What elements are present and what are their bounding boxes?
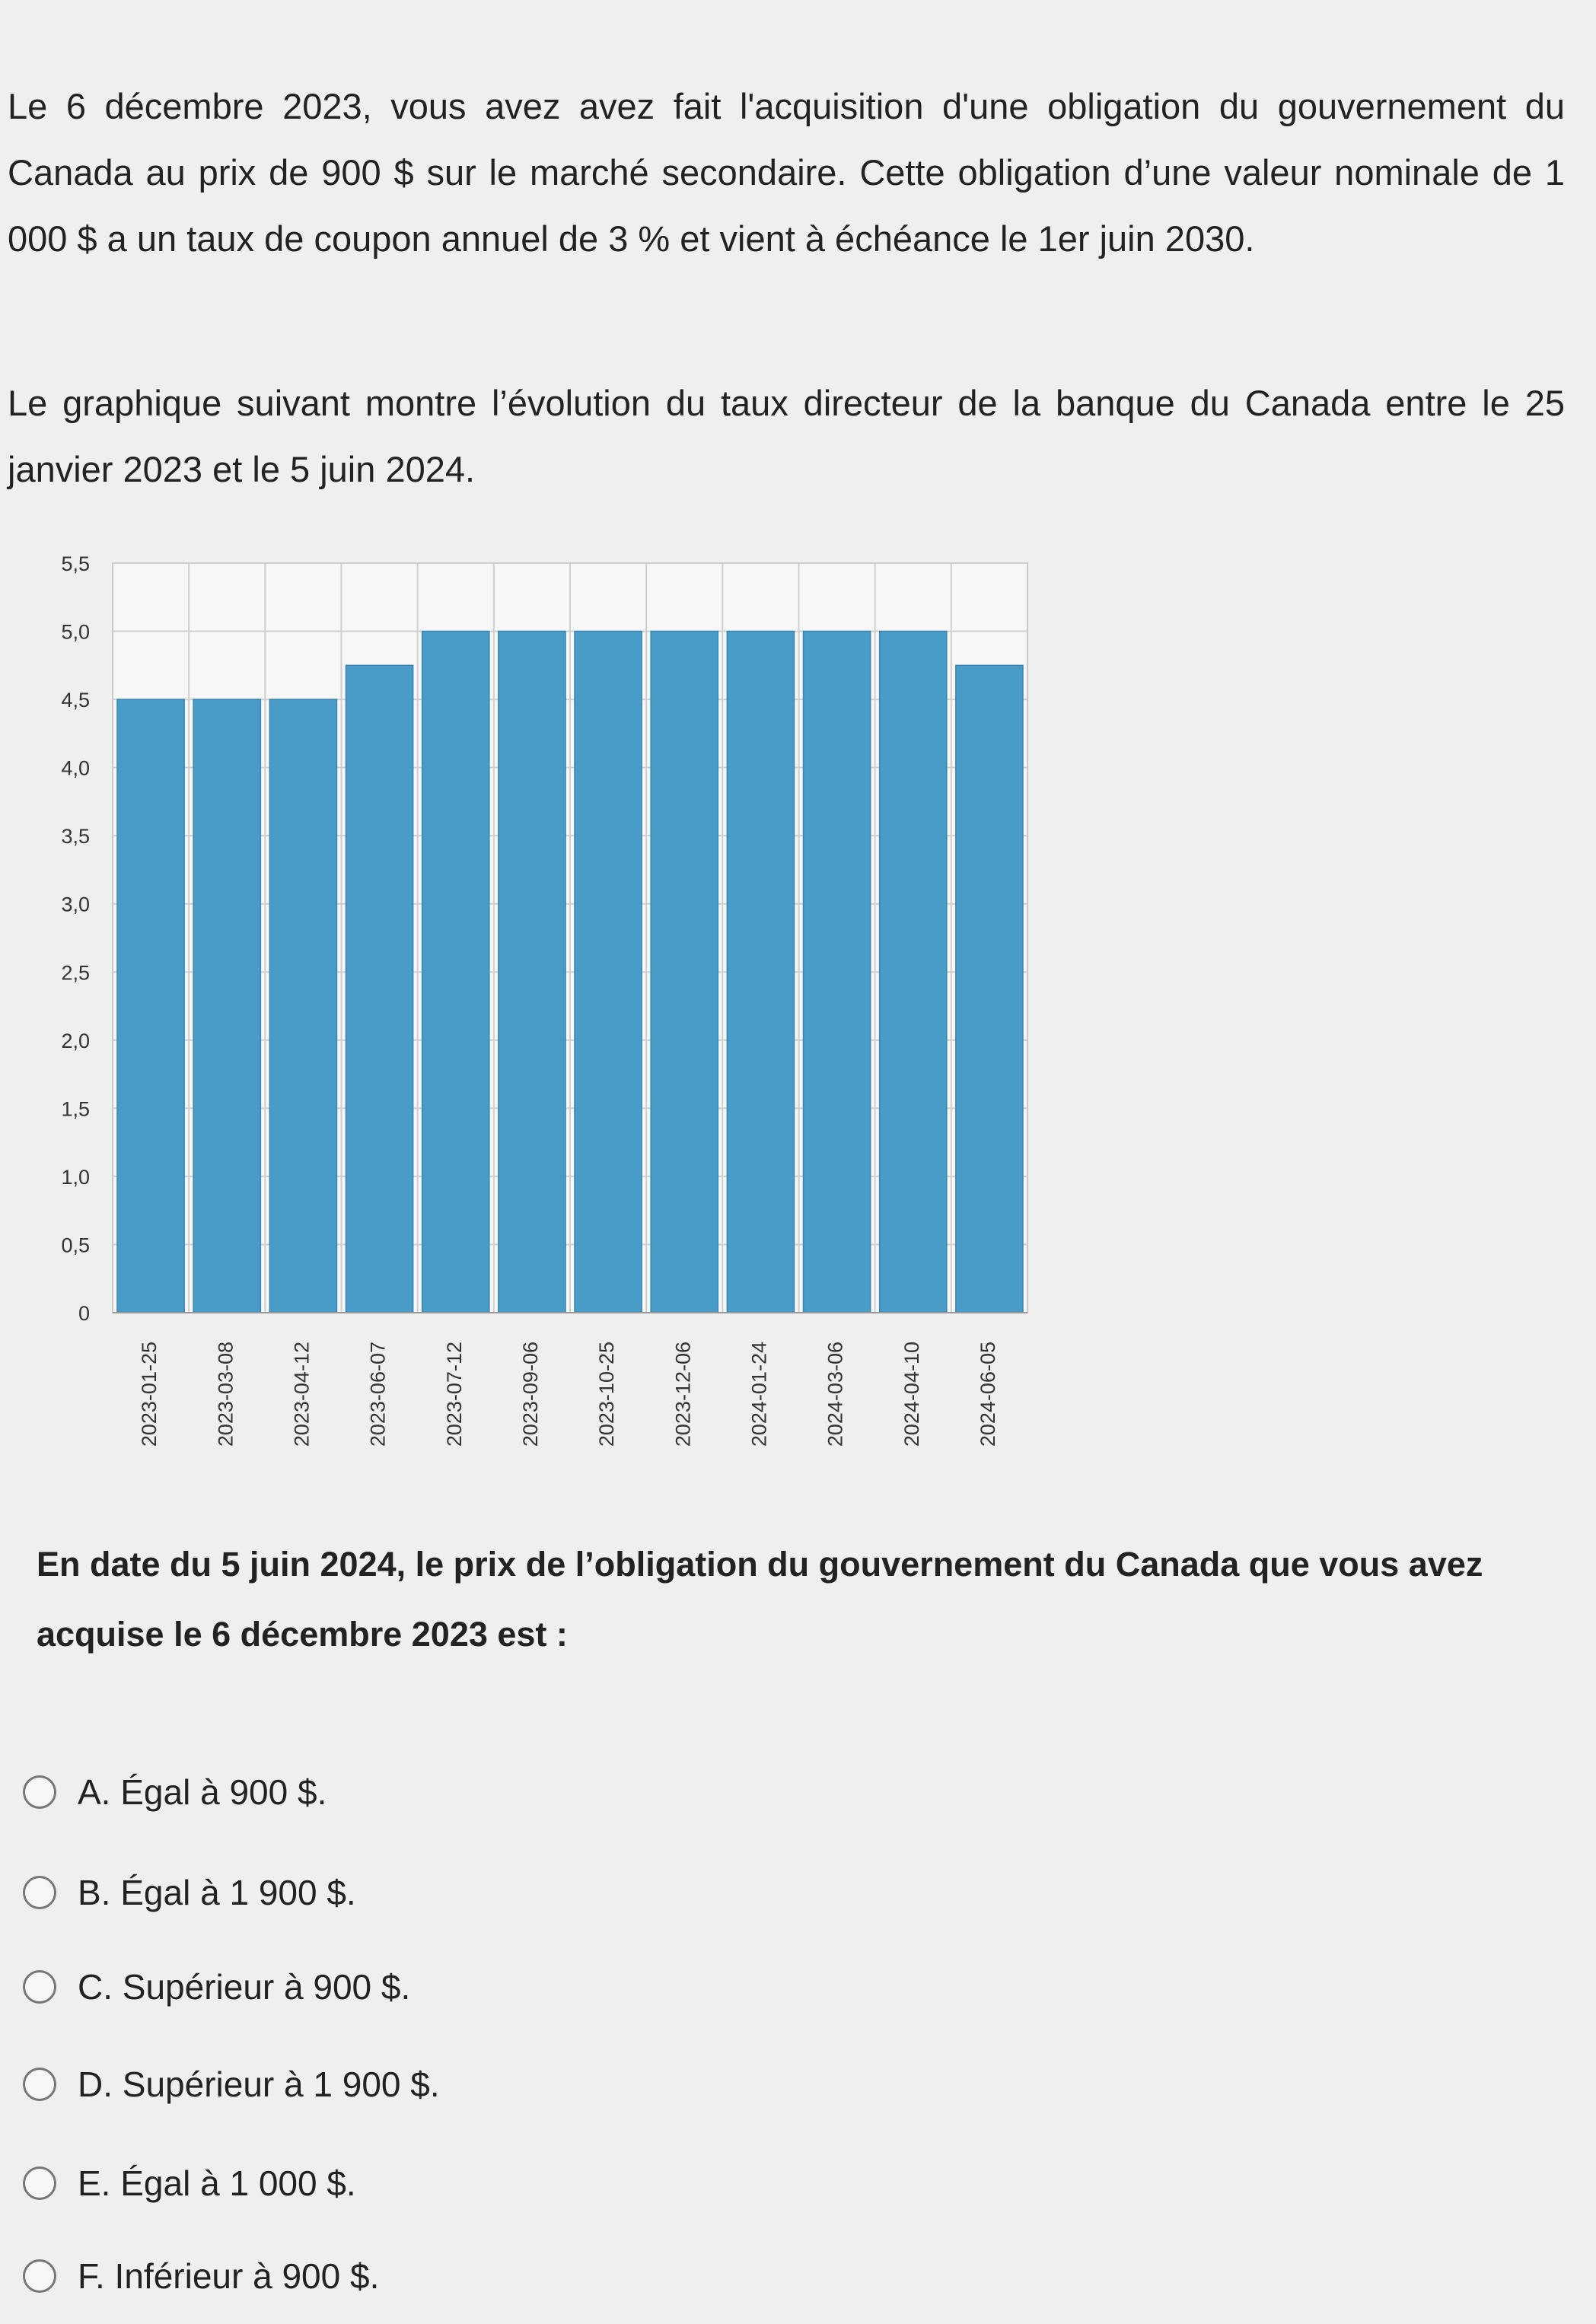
y-tick-label: 0: [78, 1302, 90, 1325]
radio-circle-icon[interactable]: [23, 1876, 56, 1909]
y-tick-label: 5,5: [61, 552, 90, 575]
x-tick-label: 2023-03-08: [214, 1342, 237, 1447]
x-tick-label: 2023-07-12: [443, 1342, 466, 1447]
option-label: B. Égal à 1 900 $.: [78, 1873, 356, 1912]
radio-circle-icon[interactable]: [23, 2068, 56, 2101]
radio-circle-icon[interactable]: [23, 1970, 56, 2004]
y-tick-label: 3,0: [61, 893, 90, 916]
x-tick-label: 2023-09-06: [519, 1342, 542, 1447]
bar: [269, 699, 338, 1313]
y-tick-label: 2,5: [61, 961, 90, 984]
radio-circle-icon[interactable]: [23, 2259, 56, 2293]
x-tick-label: 2024-01-24: [748, 1342, 771, 1447]
option-c[interactable]: C. Supérieur à 900 $.: [23, 1966, 410, 2007]
x-tick-label: 2024-04-10: [900, 1342, 923, 1447]
y-tick-label: 5,0: [61, 621, 90, 644]
x-tick-label: 2023-04-12: [291, 1342, 314, 1447]
y-tick-label: 3,5: [61, 825, 90, 848]
radio-circle-icon[interactable]: [23, 1775, 56, 1809]
x-tick-label: 2023-06-07: [367, 1342, 390, 1447]
option-label: D. Supérieur à 1 900 $.: [78, 2065, 440, 2104]
bar: [726, 630, 795, 1313]
bar: [650, 630, 719, 1313]
chart-intro-paragraph: Le graphique suivant montre l’évolution …: [8, 383, 1565, 489]
option-f[interactable]: F. Inférieur à 900 $.: [23, 2256, 379, 2297]
x-tick-label: 2024-03-06: [824, 1342, 847, 1447]
bar: [116, 699, 185, 1313]
bar: [498, 630, 566, 1313]
option-b[interactable]: B. Égal à 1 900 $.: [23, 1872, 356, 1913]
option-d[interactable]: D. Supérieur à 1 900 $.: [23, 2064, 440, 2105]
option-label: A. Égal à 900 $.: [78, 1772, 327, 1812]
bar: [955, 664, 1024, 1313]
x-tick-label: 2023-12-06: [671, 1342, 694, 1447]
y-tick-label: 4,0: [61, 757, 90, 780]
y-tick-label: 4,5: [61, 689, 90, 712]
y-tick-label: 2,0: [61, 1030, 90, 1052]
policy-rate-chart: 0 0,5 1,0 1,5 2,0 2,5 3,0 3,5 4,0 4,5 5,0 5,5 2023-0…: [0, 533, 1066, 1491]
radio-circle-icon[interactable]: [23, 2166, 56, 2200]
y-tick-label: 0,5: [61, 1234, 90, 1256]
y-tick-label: 1,5: [61, 1097, 90, 1120]
question-text: En date du 5 juin 2024, le prix de l’obl…: [37, 1545, 1483, 1654]
bar: [345, 664, 414, 1313]
option-label: C. Supérieur à 900 $.: [78, 1967, 411, 2007]
x-tick-label: 2023-10-25: [595, 1342, 618, 1447]
bar: [421, 630, 490, 1313]
bar: [574, 630, 642, 1313]
bar: [878, 630, 948, 1313]
bar: [802, 630, 871, 1313]
bar: [193, 699, 262, 1313]
intro-paragraph: Le 6 décembre 2023, vous avez avez fait …: [8, 86, 1565, 259]
option-label: E. Égal à 1 000 $.: [78, 2163, 356, 2203]
option-a[interactable]: A. Égal à 900 $.: [23, 1772, 327, 1813]
option-label: F. Inférieur à 900 $.: [78, 2256, 380, 2296]
y-tick-label: 1,0: [61, 1166, 90, 1189]
x-tick-label: 2023-01-25: [138, 1342, 161, 1447]
option-e[interactable]: E. Égal à 1 000 $.: [23, 2163, 356, 2204]
bar-chart-svg: 0 0,5 1,0 1,5 2,0 2,5 3,0 3,5 4,0 4,5 5,0 5,5 2023-0…: [61, 552, 1028, 1447]
x-tick-label: 2024-06-05: [976, 1342, 999, 1447]
